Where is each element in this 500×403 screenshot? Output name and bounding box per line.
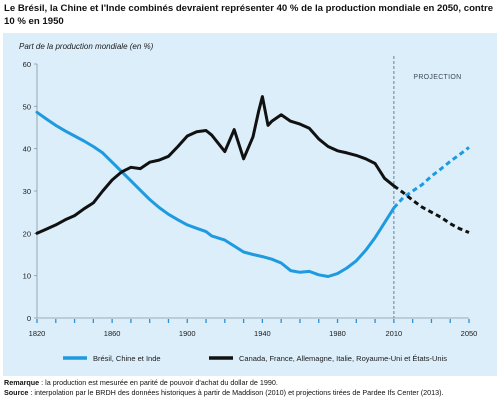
y-tick-label: 40 (23, 145, 31, 154)
x-tick-label: 2010 (386, 329, 403, 338)
x-tick-label: 1940 (254, 329, 271, 338)
x-tick-label: 1980 (329, 329, 346, 338)
chart-title: Le Brésil, la Chine et l'Inde combinés d… (4, 3, 494, 27)
x-tick-label: 1820 (29, 329, 46, 338)
y-tick-label: 30 (23, 187, 31, 196)
series-projection-1 (392, 146, 470, 209)
remark-note: Remarque : la production est mesurée en … (4, 378, 278, 387)
y-tick-label: 60 (23, 60, 31, 69)
series-line-2 (35, 95, 396, 235)
series-line-1 (35, 110, 396, 278)
chart-panel: Part de la production mondiale (en %) 0 1… (3, 33, 497, 376)
x-tick-label: 2050 (461, 329, 478, 338)
remark-label: Remarque (4, 378, 40, 387)
line-chart: Part de la production mondiale (en %) 0 1… (19, 42, 478, 363)
y-axis-label: Part de la production mondiale (en %) (19, 42, 154, 51)
source-note: Source : interpolation par le BRDH des d… (4, 388, 443, 397)
x-tick-label: 1860 (104, 329, 121, 338)
legend-label-2: Canada, France, Allemagne, Italie, Royau… (239, 354, 447, 363)
source-text: : interpolation par le BRDH des données … (28, 388, 444, 397)
projection-label: PROJECTION (413, 74, 461, 81)
series-projection-2 (393, 184, 470, 234)
source-label: Source (4, 388, 29, 397)
y-tick-label: 20 (23, 229, 31, 238)
legend-label-1: Brésil, Chine et Inde (93, 354, 161, 363)
y-tick-label: 0 (27, 314, 31, 323)
remark-text: : la production est mesurée en parité de… (39, 378, 278, 387)
y-tick-label: 10 (23, 272, 31, 281)
y-tick-label: 50 (23, 102, 31, 111)
x-tick-label: 1900 (179, 329, 196, 338)
